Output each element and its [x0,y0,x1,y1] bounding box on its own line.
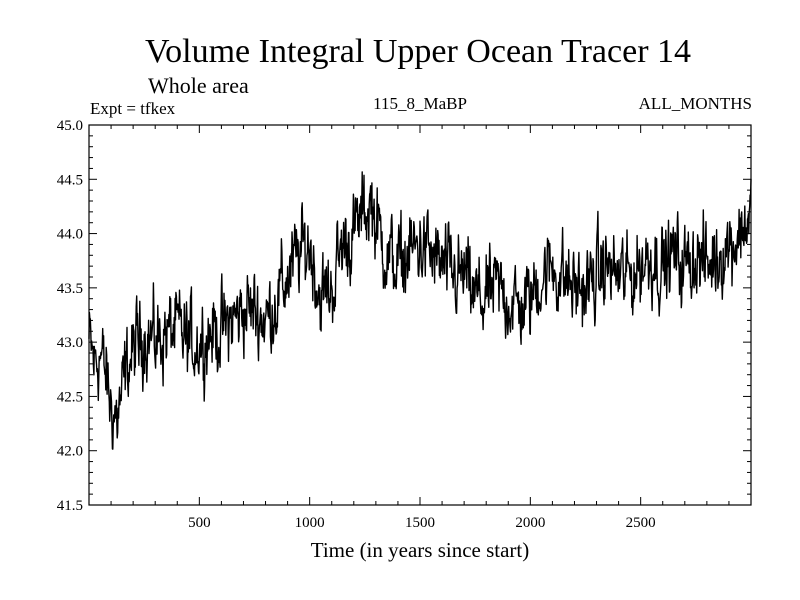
series-line [88,171,752,450]
chart-title: Volume Integral Upper Ocean Tracer 14 [145,33,691,70]
y-tick-label: 42.5 [57,389,83,405]
x-tick-label: 1000 [295,515,325,531]
x-tick-label: 2000 [515,515,545,531]
plot-frame [88,124,752,506]
y-tick-label: 45.0 [57,118,83,134]
x-axis-label: Time (in years since start) [311,538,530,562]
run-label: 115_8_MaBP [373,94,467,113]
y-tick-label: 43.5 [57,281,83,297]
y-tick-label: 41.5 [57,498,83,514]
x-tick-label: 1500 [405,515,435,531]
plot-area [88,171,752,450]
x-tick-label: 2500 [626,515,656,531]
y-tick-label: 44.0 [57,227,83,243]
x-tick-label: 500 [188,515,211,531]
experiment-label: Expt = tfkex [90,99,176,118]
y-tick-label: 43.0 [57,335,83,351]
chart-subtitle: Whole area [148,73,249,98]
y-tick-label: 44.5 [57,172,83,188]
period-label: ALL_MONTHS [639,94,752,113]
y-tick-label: 42.0 [57,444,83,460]
axis-ticks: 500 1000 1500 2000 2500 41.5 42.0 42.5 43.0 43.5 4… [57,118,751,531]
